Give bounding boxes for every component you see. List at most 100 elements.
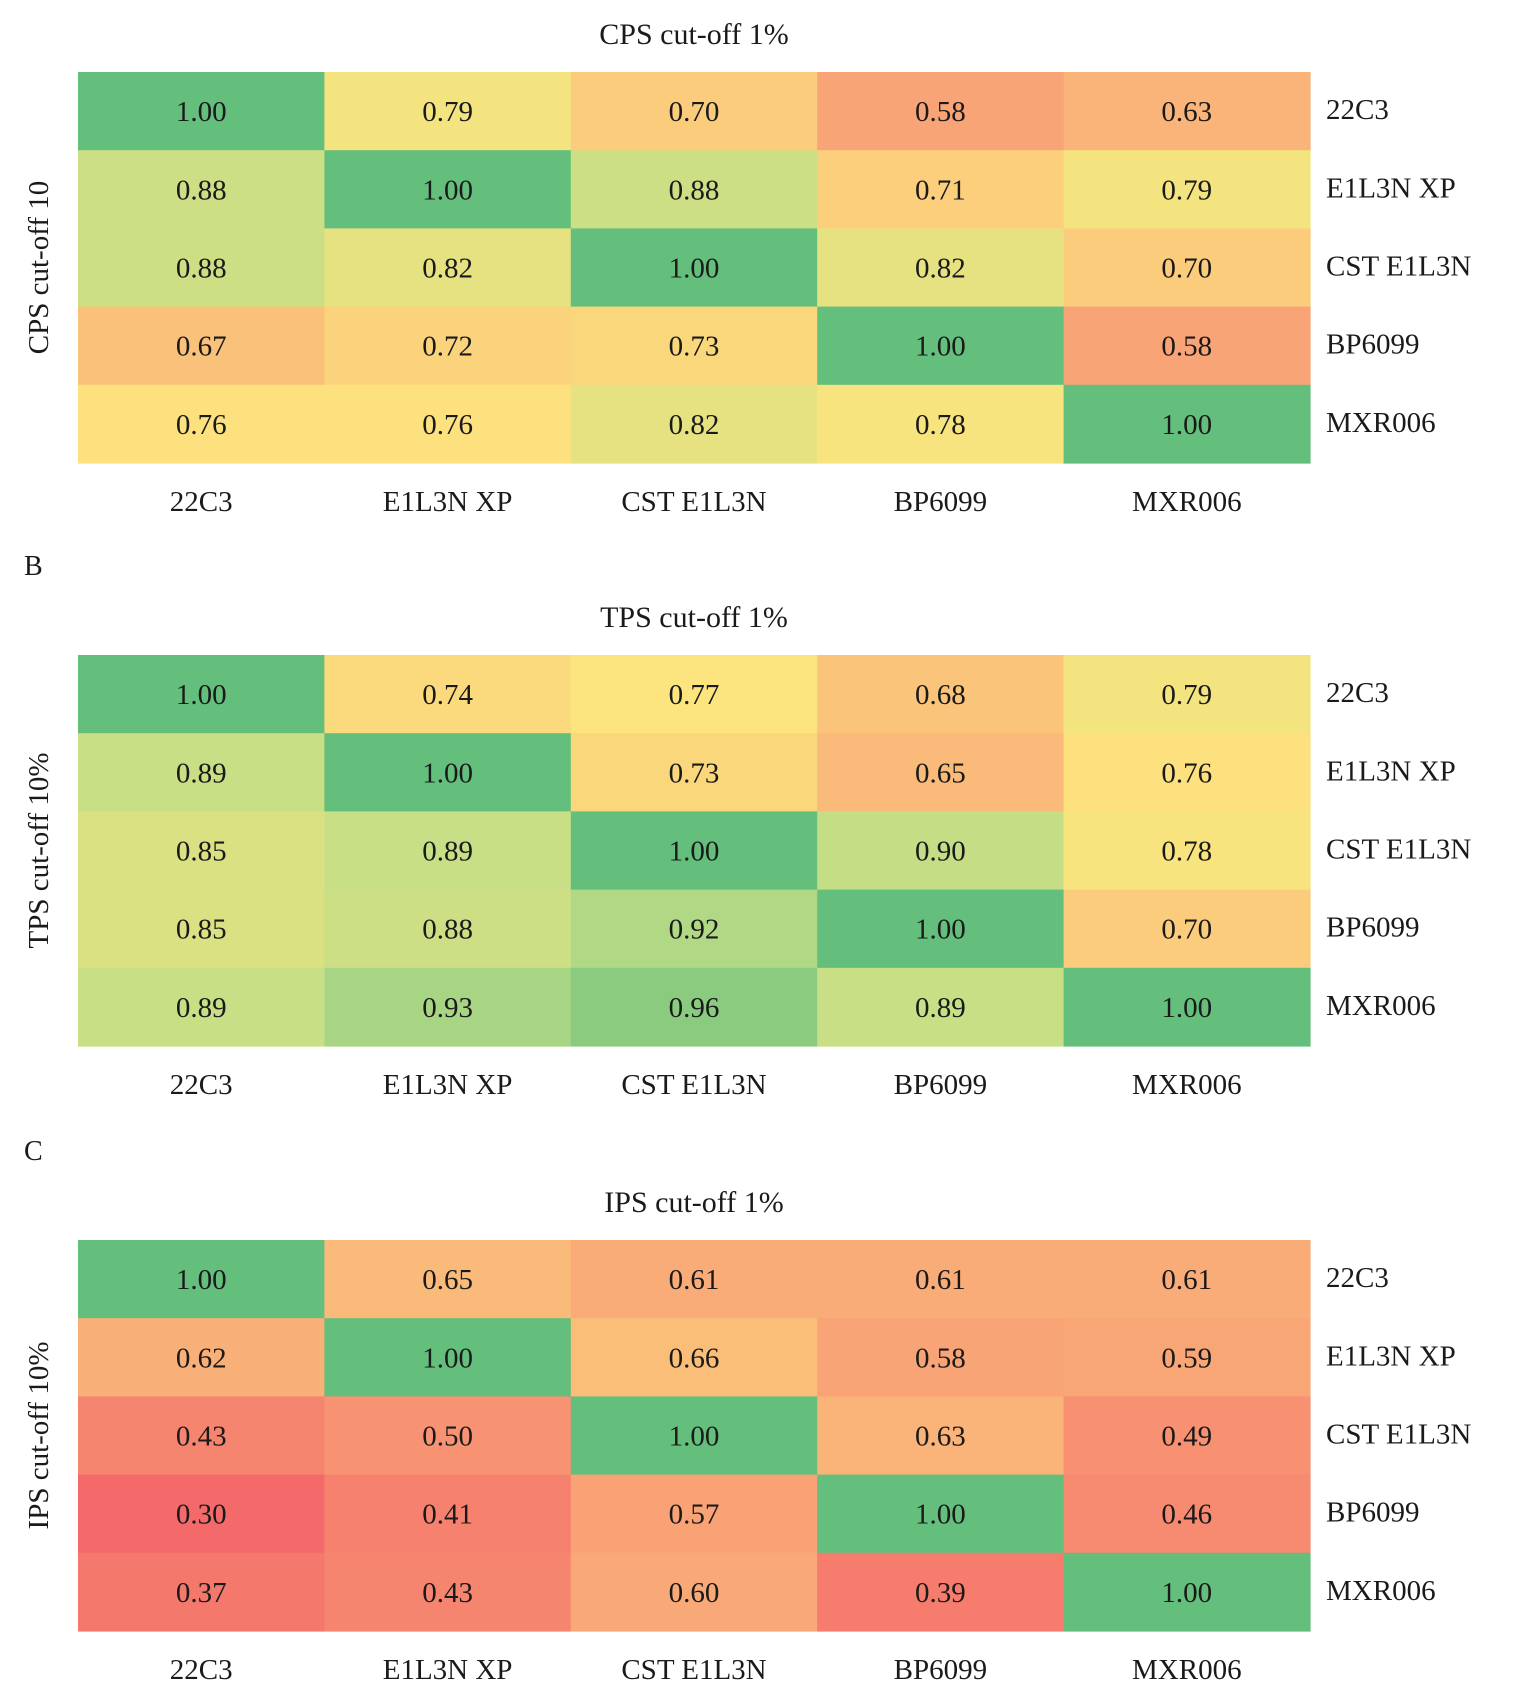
heatmap-cell: [1063, 967, 1311, 1047]
heatmap-cell: [1063, 72, 1311, 151]
heatmap-cell: [324, 1552, 572, 1632]
row-label: MXR006: [1326, 407, 1436, 439]
cell-value-label: 0.92: [669, 914, 720, 946]
row-label: BP6099: [1326, 912, 1419, 944]
cell-value-label: 0.71: [915, 174, 966, 206]
cell-value-label: 0.70: [669, 96, 720, 128]
heatmap-cell: [817, 1318, 1065, 1397]
heatmap-cell: [324, 228, 572, 308]
heatmap-cell: [817, 889, 1065, 969]
heatmap-cell: [817, 228, 1065, 308]
chart-title: CPS cut-off 1%: [599, 18, 788, 51]
cell-value-label: 1.00: [1161, 409, 1212, 441]
row-label: CST E1L3N: [1326, 1419, 1471, 1451]
column-label: 22C3: [170, 486, 233, 518]
cell-value-label: 0.57: [669, 1499, 720, 1531]
heatmap-cell: [570, 889, 818, 969]
heatmap-cell: [324, 72, 572, 151]
heatmap-cell: [817, 72, 1065, 151]
cell-value-label: 0.70: [1161, 914, 1212, 946]
heatmap-cell: [570, 1474, 818, 1554]
heatmap-cell: [78, 228, 325, 308]
cell-value-label: 0.73: [669, 757, 720, 789]
column-label: 22C3: [170, 1069, 233, 1101]
row-label: 22C3: [1326, 677, 1389, 709]
cell-value-label: 0.41: [422, 1499, 473, 1531]
heatmap-cell: [78, 306, 325, 386]
heatmap-cell: [1063, 811, 1311, 891]
heatmap-cell: [78, 733, 325, 812]
heatmap-cell: [1063, 1318, 1311, 1397]
cell-value-label: 1.00: [669, 253, 720, 285]
cell-value-label: 0.72: [422, 331, 473, 363]
cell-value-label: 1.00: [176, 1264, 227, 1296]
heatmap-cell: [1063, 384, 1311, 464]
cell-value-label: 1.00: [915, 331, 966, 363]
row-label: MXR006: [1326, 990, 1436, 1022]
row-label: BP6099: [1326, 1497, 1419, 1529]
column-label: BP6099: [894, 1069, 987, 1101]
column-label: CST E1L3N: [621, 486, 766, 518]
cell-value-label: 0.65: [915, 757, 966, 789]
column-label: BP6099: [894, 486, 987, 518]
heatmap-cell: [324, 733, 572, 812]
heatmap-cell: [324, 384, 572, 464]
cell-value-label: 0.61: [915, 1264, 966, 1296]
cell-value-label: 0.82: [915, 253, 966, 285]
row-label: 22C3: [1326, 1262, 1389, 1294]
heatmap-cell: [78, 889, 325, 969]
row-label: E1L3N XP: [1326, 172, 1456, 204]
column-label: E1L3N XP: [383, 1654, 513, 1686]
heatmap-cell: [570, 1318, 818, 1397]
cell-value-label: 1.00: [176, 96, 227, 128]
heatmap-cell: [817, 384, 1065, 464]
heatmap-cell: [817, 1396, 1065, 1476]
heatmap-cell: [817, 150, 1065, 229]
cell-value-label: 1.00: [422, 757, 473, 789]
cell-value-label: 0.43: [176, 1421, 227, 1453]
cell-value-label: 1.00: [176, 679, 227, 711]
cell-value-label: 0.76: [422, 409, 473, 441]
cell-value-label: 0.30: [176, 1499, 227, 1531]
heatmap-cell: [78, 1474, 325, 1554]
cell-value-label: 0.43: [422, 1577, 473, 1609]
cell-value-label: 0.85: [176, 836, 227, 868]
heatmap-cell: [324, 655, 572, 734]
heatmap-cell: [324, 1318, 572, 1397]
column-label: E1L3N XP: [383, 486, 513, 518]
y-axis-label: IPS cut-off 10%: [23, 1342, 55, 1530]
heatmap-cell: [1063, 733, 1311, 812]
cell-value-label: 1.00: [1161, 1577, 1212, 1609]
cell-value-label: 1.00: [422, 174, 473, 206]
column-label: MXR006: [1132, 1069, 1242, 1101]
cell-value-label: 0.70: [1161, 253, 1212, 285]
column-label: 22C3: [170, 1654, 233, 1686]
cell-value-label: 0.89: [176, 992, 227, 1024]
heatmap-cell: [324, 967, 572, 1047]
heatmap-cell: [1063, 150, 1311, 229]
cell-value-label: 0.89: [176, 757, 227, 789]
cell-value-label: 0.79: [1161, 679, 1212, 711]
heatmap-cell: [570, 733, 818, 812]
heatmap-cell: [1063, 1240, 1311, 1319]
y-axis-label: TPS cut-off 10%: [23, 752, 55, 948]
cell-value-label: 1.00: [915, 1499, 966, 1531]
row-label: CST E1L3N: [1326, 834, 1471, 866]
heatmap-cell: [1063, 889, 1311, 969]
heatmap-cell: [570, 72, 818, 151]
heatmap-cell: [1063, 228, 1311, 308]
heatmap-panel-b: B TPS cut-off 1% 1.00 0.74 0.77 0.68 0.79 0.89 1…: [23, 551, 1471, 1101]
cell-value-label: 0.37: [176, 1577, 227, 1609]
heatmap-cell: [324, 150, 572, 229]
cell-value-label: 0.88: [176, 174, 227, 206]
heatmap-cell: [78, 384, 325, 464]
cell-value-label: 0.85: [176, 914, 227, 946]
cell-value-label: 0.89: [915, 992, 966, 1024]
cell-value-label: 0.93: [422, 992, 473, 1024]
column-label: CST E1L3N: [621, 1069, 766, 1101]
heatmap-cell: [78, 1396, 325, 1476]
cell-value-label: 0.65: [422, 1264, 473, 1296]
cell-value-label: 0.66: [669, 1342, 720, 1374]
column-label: MXR006: [1132, 486, 1242, 518]
cell-value-label: 0.79: [422, 96, 473, 128]
